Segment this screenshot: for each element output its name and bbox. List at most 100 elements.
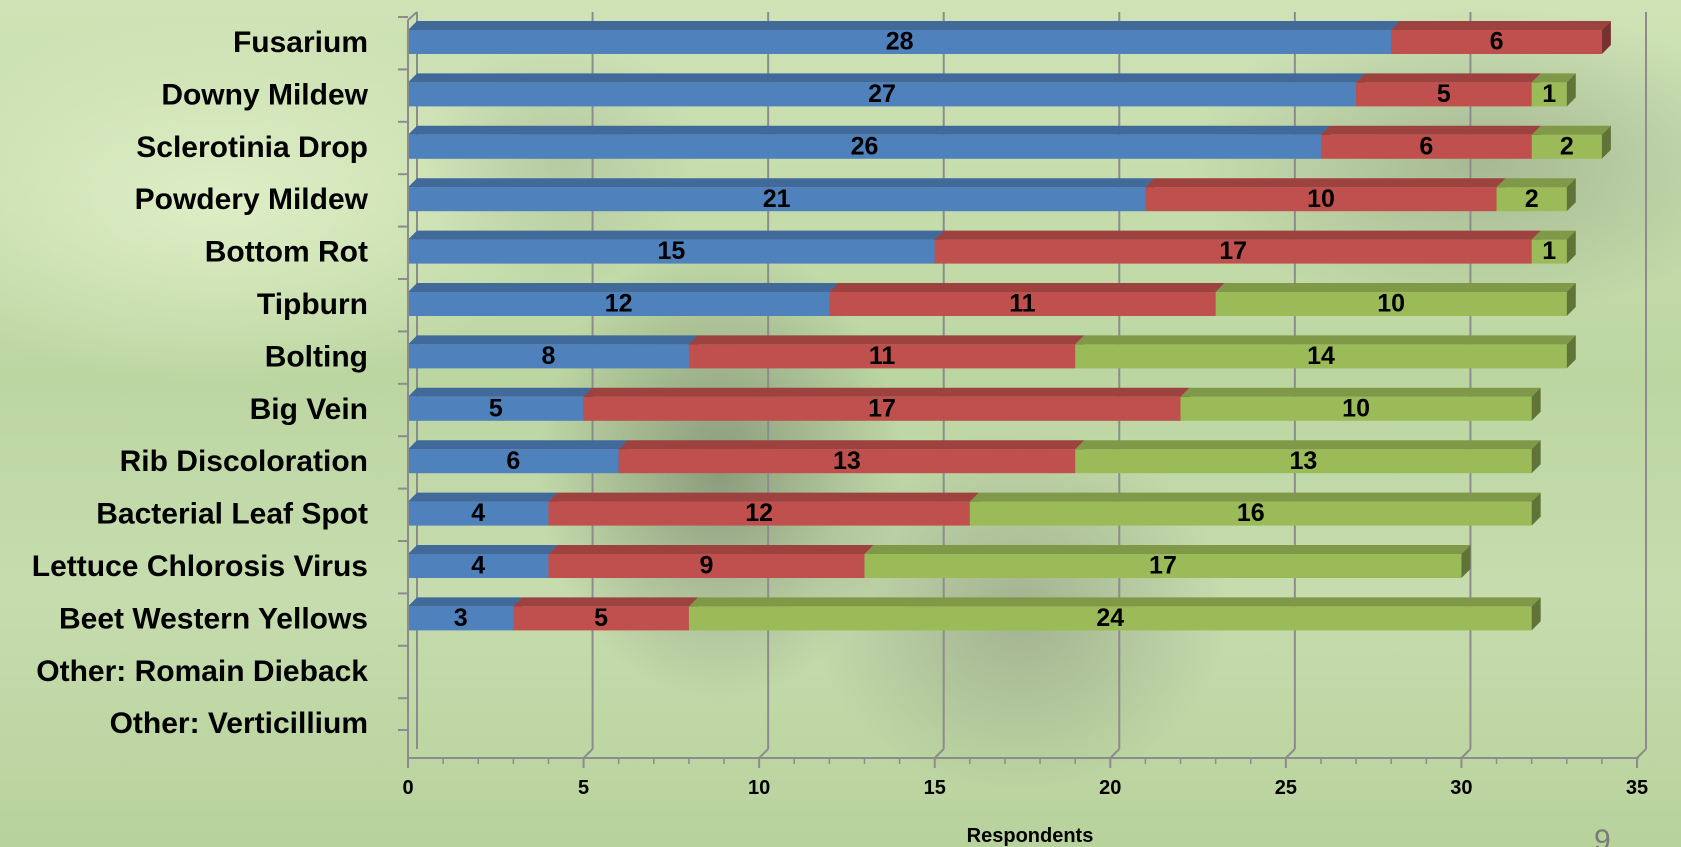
- bar-segment: [408, 440, 628, 474]
- bar-front: [1531, 134, 1602, 159]
- data-label: 1: [1542, 80, 1556, 108]
- x-tick-label: 10: [748, 777, 770, 799]
- bar-top: [688, 335, 1085, 345]
- bar-top: [513, 597, 698, 607]
- x-tick-label: 35: [1626, 777, 1648, 799]
- gridline-foot-20: [1109, 748, 1120, 759]
- category-label: Sclerotinia Drop: [136, 131, 368, 164]
- bar-top: [1356, 73, 1541, 83]
- x-tick-label: 30: [1450, 777, 1472, 799]
- data-label: 17: [1149, 552, 1177, 580]
- data-labels: 28 6 27 5 1 26 6 2 21 10 2 15 17 1 12 11 10 8 11 14 5 17 10 6 13…: [454, 28, 1574, 632]
- bar-segment: [1356, 73, 1541, 107]
- bar-segment: [408, 335, 698, 369]
- gridline-foot-30: [1460, 748, 1472, 759]
- bar-front: [1075, 449, 1532, 474]
- bar-top: [969, 492, 1541, 502]
- bar-top: [1180, 387, 1541, 397]
- bar-segment: [618, 440, 1085, 474]
- data-label: 2: [1525, 185, 1539, 213]
- bar-segment: [1215, 283, 1576, 316]
- bar-top: [408, 545, 558, 554]
- bar-top: [408, 73, 1366, 83]
- data-label: 2: [1560, 132, 1574, 160]
- page-number: 9: [1594, 824, 1611, 847]
- bar-segment: [688, 597, 1541, 631]
- bar-front: [1356, 82, 1532, 107]
- bar-front: [408, 134, 1321, 159]
- bar-front: [408, 30, 1392, 54]
- bar-front: [513, 606, 689, 631]
- x-axis-title: Respondents: [967, 825, 1094, 847]
- bar-top: [864, 545, 1471, 554]
- bar-front: [583, 396, 1181, 421]
- bar-front: [688, 606, 1532, 631]
- bar-top: [1075, 335, 1576, 345]
- bar-top: [408, 597, 523, 607]
- bar-end: [1531, 597, 1541, 631]
- bar-top: [934, 230, 1541, 240]
- category-label: Bolting: [265, 340, 368, 373]
- bar-front: [408, 82, 1357, 107]
- bar-top: [1496, 178, 1576, 188]
- data-label: 17: [1219, 237, 1247, 265]
- bar-end: [1601, 125, 1611, 159]
- bar-top: [1531, 230, 1576, 240]
- bar-segment: [583, 387, 1190, 421]
- bar-end: [1566, 283, 1576, 316]
- bar-front: [1075, 344, 1567, 369]
- bar-segment: [1075, 335, 1576, 369]
- bar-segment: [688, 335, 1085, 369]
- bar-segment: [1391, 21, 1611, 54]
- bar-top: [618, 440, 1085, 450]
- bar-segment: [864, 545, 1471, 578]
- bar-top: [1320, 125, 1541, 135]
- category-label: Powdery Mildew: [135, 183, 369, 216]
- data-label: 11: [869, 342, 896, 370]
- bar-top: [1391, 21, 1611, 30]
- bar-segment: [408, 283, 839, 316]
- x-tick-label: 0: [402, 777, 413, 799]
- data-label: 10: [1307, 185, 1335, 213]
- bar-end: [1601, 21, 1611, 54]
- plot-corner: [407, 11, 418, 21]
- data-label: 5: [489, 394, 503, 422]
- bar-top: [408, 335, 698, 345]
- bar-front: [408, 344, 689, 369]
- bar-segment: [408, 73, 1366, 107]
- bar-front: [548, 554, 865, 578]
- bar-top: [408, 440, 628, 450]
- data-label: 11: [1009, 290, 1036, 318]
- gridline-foot-35: [1636, 748, 1647, 759]
- bar-segment: [513, 597, 698, 631]
- data-label: 8: [542, 342, 556, 370]
- data-label: 28: [886, 28, 914, 56]
- x-tick-label: 25: [1275, 777, 1297, 799]
- bar-front: [1531, 239, 1567, 264]
- data-label: 1: [1542, 237, 1556, 265]
- data-label: 24: [1096, 604, 1124, 632]
- gridline-foot-5: [582, 748, 594, 759]
- bar-front: [1391, 30, 1602, 54]
- bar-segment: [408, 178, 1155, 212]
- bar-end: [1566, 178, 1576, 212]
- bar-top: [408, 283, 839, 292]
- gridline-foot-15: [934, 748, 945, 759]
- bar-front: [408, 501, 549, 526]
- bar-front: [969, 501, 1532, 526]
- bar-top: [408, 21, 1401, 30]
- bar-front: [1320, 134, 1532, 159]
- bar-segment: [969, 492, 1541, 526]
- bar-front: [1180, 396, 1532, 421]
- data-label: 14: [1307, 342, 1335, 370]
- bar-front: [408, 554, 549, 578]
- bar-top: [408, 125, 1330, 135]
- data-label: 10: [1377, 290, 1405, 318]
- data-label: 10: [1342, 394, 1370, 422]
- bar-top: [408, 178, 1155, 188]
- data-label: 16: [1237, 499, 1265, 527]
- x-tick-label: 5: [578, 777, 589, 799]
- data-label: 15: [657, 237, 685, 265]
- bar-front: [408, 187, 1146, 212]
